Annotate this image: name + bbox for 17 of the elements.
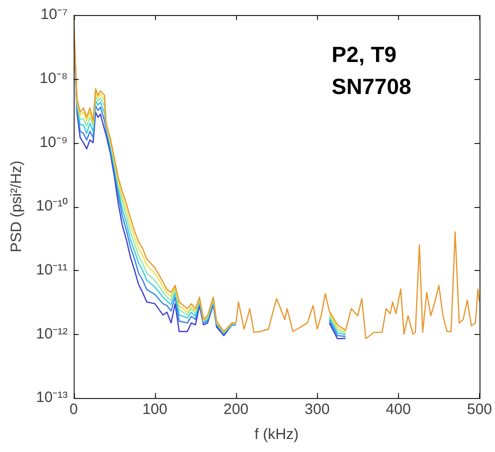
x-tick-label: 100 (142, 401, 168, 418)
y-tick-label: 10⁻⁹ (40, 134, 68, 151)
y-tick-label: 10⁻⁸ (40, 70, 68, 87)
y-tick-label: 10⁻¹² (36, 325, 68, 342)
x-tick-label: 500 (466, 401, 492, 418)
y-tick-label: 10⁻¹¹ (36, 261, 68, 278)
x-axis-title: f (kHz) (254, 426, 299, 444)
x-tick-label: 200 (223, 401, 249, 418)
x-tick-label: 0 (70, 401, 78, 418)
y-tick-label: 10⁻⁷ (40, 6, 68, 24)
y-axis-title: PSD (psi²/Hz) (8, 160, 26, 252)
annotation: P2, T9 (332, 42, 396, 68)
x-tick-label: 300 (304, 401, 330, 418)
x-tick-label: 400 (386, 401, 411, 418)
y-tick-label: 10⁻¹⁰ (36, 198, 68, 215)
annotation: SN7708 (332, 74, 412, 100)
y-tick-label: 10⁻¹³ (36, 389, 68, 406)
